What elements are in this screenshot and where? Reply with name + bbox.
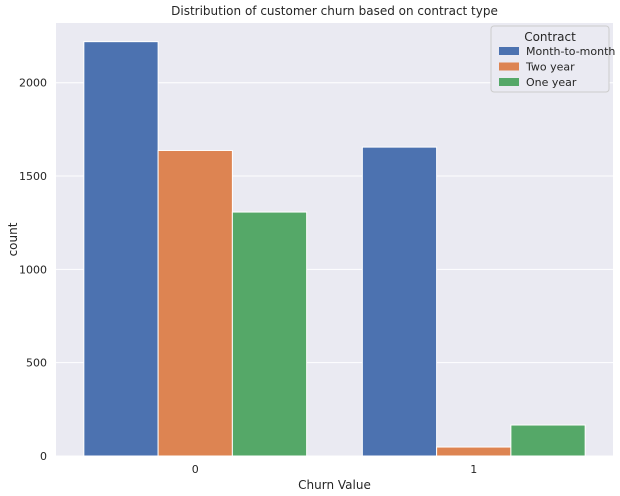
y-tick-label: 0 xyxy=(40,450,47,463)
legend: Contract Month-to-month Two year One year xyxy=(490,25,615,93)
legend-item-label: Month-to-month xyxy=(526,45,615,58)
bar-two-year-0 xyxy=(157,149,233,457)
legend-title: Contract xyxy=(524,30,576,44)
y-tick-label: 500 xyxy=(26,357,47,370)
y-tick-label: 2000 xyxy=(19,77,47,90)
legend-item-label: Two year xyxy=(525,61,575,74)
y-tick-label: 1500 xyxy=(19,170,47,183)
legend-swatch xyxy=(499,47,519,55)
x-axis-label: Churn Value xyxy=(298,478,371,492)
bars xyxy=(83,41,586,457)
bar-month-to-month-1 xyxy=(361,146,438,457)
x-tick-label: 0 xyxy=(192,463,199,476)
x-tick-label: 1 xyxy=(470,463,477,476)
y-tick-label: 1000 xyxy=(19,263,47,276)
bar-month-to-month-0 xyxy=(83,41,159,457)
legend-item-label: One year xyxy=(526,76,577,89)
legend-swatch xyxy=(499,78,519,86)
y-axis-label: count xyxy=(6,222,20,256)
legend-items: Month-to-month Two year One year xyxy=(499,45,615,89)
y-ticks: 0 500 1000 1500 2000 xyxy=(19,77,47,463)
bar-one-year-1 xyxy=(510,424,586,457)
legend-swatch xyxy=(499,62,519,71)
bar-two-year-1 xyxy=(436,446,512,457)
legend-box xyxy=(490,25,610,93)
chart-title: Distribution of customer churn based on … xyxy=(171,4,498,18)
bar-one-year-0 xyxy=(231,211,308,457)
